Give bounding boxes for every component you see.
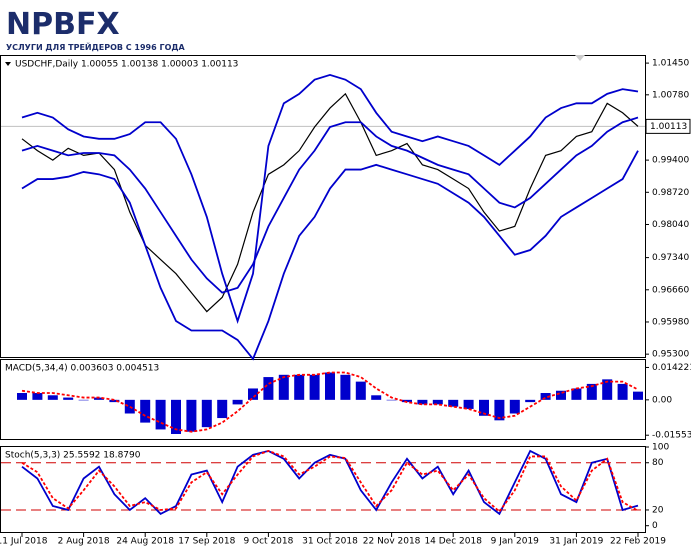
macd-bar [171,399,181,434]
y-tick-label: 1.00780 [652,90,689,100]
macd-bar [140,399,151,423]
x-tick-label: 22 Feb 2019 [610,537,666,547]
macd-bar [232,399,243,405]
series-line [21,116,639,294]
symbol-marker [5,62,11,66]
macd-bar [617,383,628,400]
y-tick-label: 0.014221 [652,363,691,373]
macd-bar [263,377,274,400]
macd-bar [186,399,197,432]
macd-bar [386,399,397,401]
y-tick-label: 0.97340 [652,253,689,263]
macd-bar [525,399,536,403]
x-tick-label: 2 Aug 2018 [58,537,110,547]
x-tick-label: 17 Sep 2018 [178,537,235,547]
macd-bar [201,399,212,428]
macd-bar [294,374,305,400]
macd-bar [494,399,505,421]
macd-bar [309,374,320,400]
macd-bar [402,399,412,403]
x-tick-label: 31 Oct 2018 [302,537,358,547]
macd-bar [586,383,597,400]
macd-bar [124,399,135,414]
macd-bar [278,374,289,400]
macd-bar [325,372,335,400]
x-tick-label: 9 Jan 2019 [491,537,539,547]
macd-title: MACD(5,34,4) 0.003603 0.004513 [5,364,159,374]
stoch-panel [0,446,646,533]
macd-bar [340,374,351,400]
macd-bar [47,395,58,400]
macd-bar [463,399,474,409]
x-tick-label: 31 Jan 2019 [549,537,603,547]
macd-bar [155,399,166,430]
y-tick-label: 100 [652,443,669,453]
macd-bar [417,399,428,405]
series-line [21,371,639,433]
shift-marker [575,55,585,61]
macd-bar [78,399,89,401]
logo-tagline: УСЛУГИ ДЛЯ ТРЕЙДЕРОВ С 1996 ГОДА [6,41,185,52]
y-tick-label: 0.99400 [652,156,689,166]
macd-bar [217,399,228,419]
y-tick-label: 80 [652,458,664,468]
x-tick-label: 9 Oct 2018 [243,537,293,547]
main-title: USDCHF,Daily 1.00055 1.00138 1.00003 1.0… [15,60,238,70]
x-tick-label: 14 Dec 2018 [424,537,482,547]
macd-bar [63,397,74,400]
macd-bar [94,397,104,400]
y-tick-label: 0.00 [652,395,672,405]
macd-bar [556,390,566,400]
y-tick-label: -0.015537 [652,431,691,441]
macd-bar [109,399,120,403]
x-tick-label: 22 Nov 2018 [363,537,421,547]
macd-bar [540,393,551,400]
macd-bar [448,399,459,407]
stoch-title: Stoch(5,3,3) 25.5592 18.8790 [5,451,141,461]
price-label: 1.00113 [650,122,687,132]
y-tick-label: 20 [652,505,664,515]
y-tick-label: 0.98040 [652,220,689,230]
y-tick-label: 0.95300 [652,350,689,360]
macd-bar [32,393,43,400]
logo-brand: NPBFX [6,7,120,42]
macd-bar [355,381,366,400]
y-tick-label: 0.98720 [652,188,689,198]
series-line [21,92,639,313]
x-tick-label: 24 Aug 2018 [116,537,174,547]
y-tick-label: 1.01450 [652,59,689,69]
macd-bar [509,399,520,414]
series-line [21,449,639,513]
macd-bar [633,391,643,400]
series-line [21,150,639,361]
macd-bar [571,388,582,400]
main-panel [0,55,646,358]
macd-bar [602,379,613,400]
macd-bar [248,388,258,400]
macd-bar [479,399,489,416]
macd-bar [17,393,27,400]
macd-bar [371,395,382,400]
x-tick-label: 11 Jul 2018 [0,537,48,547]
price-label-box [645,118,691,134]
macd-bar [432,399,443,405]
y-tick-label: 0.95980 [652,317,689,327]
series-line [21,73,639,324]
y-tick-label: 0.96660 [652,285,689,295]
series-line [21,449,639,516]
y-tick-label: 0 [652,521,658,531]
